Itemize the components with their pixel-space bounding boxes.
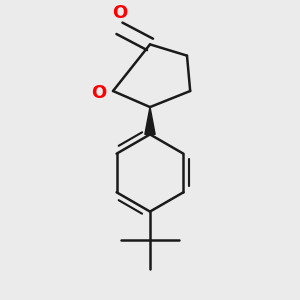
Polygon shape: [145, 107, 155, 134]
Text: O: O: [91, 84, 106, 102]
Text: O: O: [112, 4, 127, 22]
